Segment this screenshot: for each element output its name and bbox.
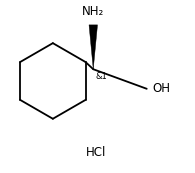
Text: HCl: HCl bbox=[86, 146, 107, 159]
Text: OH: OH bbox=[152, 82, 170, 95]
Text: NH₂: NH₂ bbox=[82, 5, 104, 18]
Text: &1: &1 bbox=[96, 72, 108, 81]
Polygon shape bbox=[89, 25, 98, 69]
